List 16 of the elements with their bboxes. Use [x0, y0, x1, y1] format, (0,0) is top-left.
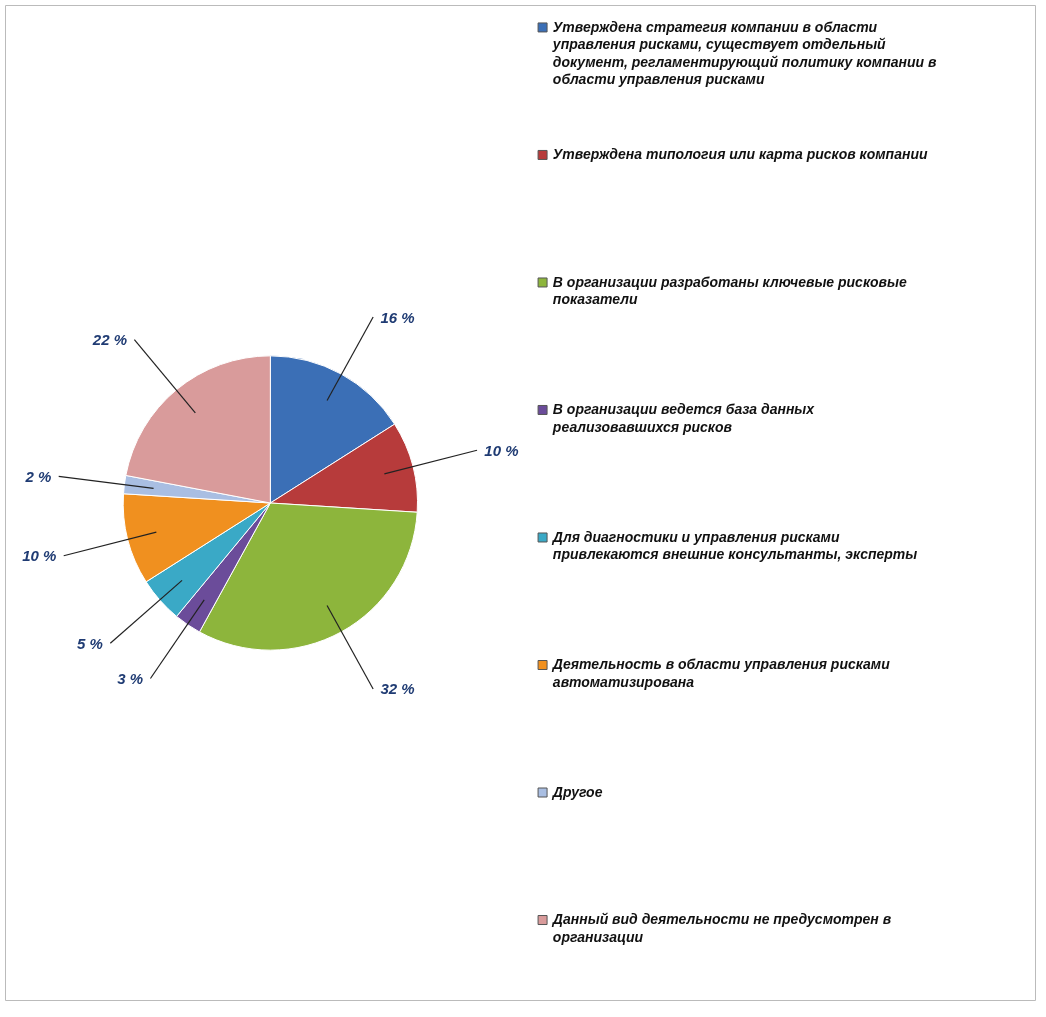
- data-label: 3 %: [117, 669, 144, 687]
- data-label: 10 %: [22, 547, 57, 565]
- data-label: 16 %: [380, 308, 415, 326]
- data-label: 22 %: [91, 331, 128, 349]
- legend-label: Утверждена стратегия компании в области управления рисками, существует отдельный документ, регламентирующий политику компании в области управления рисками: [551, 18, 937, 88]
- legend-label: Утверждена типология или карта рисков компании: [552, 146, 928, 163]
- data-label: 5 %: [77, 634, 103, 652]
- legend-label: Данный вид деятельности не предусмотрен в организации: [551, 911, 892, 945]
- data-label: 2 %: [24, 467, 52, 485]
- legend-label: Для диагностики и управления рисками привлекаются внешние консультанты, эксперты: [551, 528, 918, 563]
- data-label: 10 %: [484, 441, 519, 459]
- legend-label: В организации ведется база данных реализовавшихся рисков: [551, 401, 816, 435]
- legend-label: Другое: [551, 783, 603, 800]
- legend-label: Деятельность в области управления рисками автоматизирована: [551, 656, 891, 690]
- data-label: 32 %: [380, 680, 415, 698]
- legend-label: В организации разработаны ключевые рисковые показатели: [552, 273, 907, 308]
